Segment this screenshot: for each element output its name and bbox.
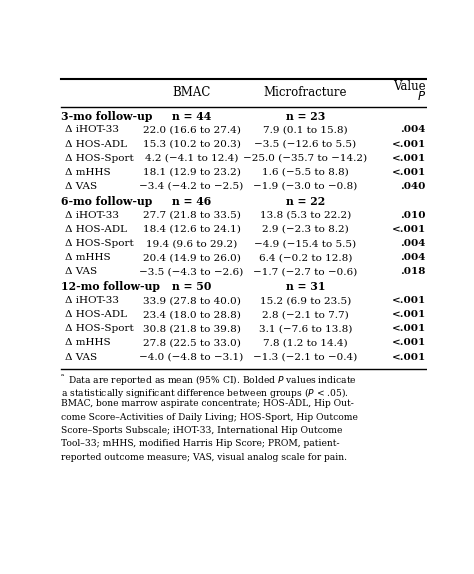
Text: −1.9 (−3.0 to −0.8): −1.9 (−3.0 to −0.8) bbox=[253, 182, 357, 191]
Text: −3.4 (−4.2 to −2.5): −3.4 (−4.2 to −2.5) bbox=[139, 182, 244, 191]
Text: Δ iHOT-33: Δ iHOT-33 bbox=[65, 211, 119, 220]
Text: 18.4 (12.6 to 24.1): 18.4 (12.6 to 24.1) bbox=[143, 225, 240, 234]
Text: 23.4 (18.0 to 28.8): 23.4 (18.0 to 28.8) bbox=[143, 310, 240, 319]
Text: Score–Sports Subscale; iHOT-33, International Hip Outcome: Score–Sports Subscale; iHOT-33, Internat… bbox=[61, 426, 342, 435]
Text: 2.8 (−2.1 to 7.7): 2.8 (−2.1 to 7.7) bbox=[262, 310, 349, 319]
Text: −4.9 (−15.4 to 5.5): −4.9 (−15.4 to 5.5) bbox=[255, 239, 356, 248]
Text: Data are reported as mean (95% CI). Bolded $P$ values indicate: Data are reported as mean (95% CI). Bold… bbox=[68, 373, 356, 387]
Text: Microfracture: Microfracture bbox=[264, 87, 347, 99]
Text: .004: .004 bbox=[401, 239, 426, 248]
Text: Δ HOS-ADL: Δ HOS-ADL bbox=[65, 310, 127, 319]
Text: <.001: <.001 bbox=[392, 225, 426, 234]
Text: <.001: <.001 bbox=[392, 154, 426, 163]
Text: ᵃ: ᵃ bbox=[61, 373, 64, 381]
Text: 15.2 (6.9 to 23.5): 15.2 (6.9 to 23.5) bbox=[260, 296, 351, 305]
Text: <.001: <.001 bbox=[392, 352, 426, 362]
Text: 7.9 (0.1 to 15.8): 7.9 (0.1 to 15.8) bbox=[263, 126, 348, 134]
Text: −25.0 (−35.7 to −14.2): −25.0 (−35.7 to −14.2) bbox=[243, 154, 367, 163]
Text: .004: .004 bbox=[401, 253, 426, 262]
Text: −1.7 (−2.7 to −0.6): −1.7 (−2.7 to −0.6) bbox=[253, 267, 357, 276]
Text: Tool–33; mHHS, modified Harris Hip Score; PROM, patient-: Tool–33; mHHS, modified Harris Hip Score… bbox=[61, 439, 340, 448]
Text: reported outcome measure; VAS, visual analog scale for pain.: reported outcome measure; VAS, visual an… bbox=[61, 452, 347, 461]
Text: 4.2 (−4.1 to 12.4): 4.2 (−4.1 to 12.4) bbox=[145, 154, 238, 163]
Text: Δ HOS-ADL: Δ HOS-ADL bbox=[65, 139, 127, 149]
Text: .010: .010 bbox=[401, 211, 426, 220]
Text: 15.3 (10.2 to 20.3): 15.3 (10.2 to 20.3) bbox=[143, 139, 240, 149]
Text: n = 50: n = 50 bbox=[172, 281, 211, 293]
Text: −4.0 (−4.8 to −3.1): −4.0 (−4.8 to −3.1) bbox=[139, 352, 244, 362]
Text: <.001: <.001 bbox=[392, 168, 426, 177]
Text: a statistically significant difference between groups ($P$ < .05).: a statistically significant difference b… bbox=[61, 386, 349, 400]
Text: <.001: <.001 bbox=[392, 324, 426, 333]
Text: 6.4 (−0.2 to 12.8): 6.4 (−0.2 to 12.8) bbox=[259, 253, 352, 262]
Text: 19.4 (9.6 to 29.2): 19.4 (9.6 to 29.2) bbox=[146, 239, 237, 248]
Text: 3.1 (−7.6 to 13.8): 3.1 (−7.6 to 13.8) bbox=[259, 324, 352, 333]
Text: 33.9 (27.8 to 40.0): 33.9 (27.8 to 40.0) bbox=[143, 296, 240, 305]
Text: Δ iHOT-33: Δ iHOT-33 bbox=[65, 126, 119, 134]
Text: Value: Value bbox=[393, 80, 426, 93]
Text: come Score–Activities of Daily Living; HOS-Sport, Hip Outcome: come Score–Activities of Daily Living; H… bbox=[61, 413, 358, 422]
Text: <.001: <.001 bbox=[392, 339, 426, 347]
Text: 3-mo follow-up: 3-mo follow-up bbox=[61, 111, 153, 122]
Text: 13.8 (5.3 to 22.2): 13.8 (5.3 to 22.2) bbox=[260, 211, 351, 220]
Text: .040: .040 bbox=[401, 182, 426, 191]
Text: Δ VAS: Δ VAS bbox=[65, 267, 97, 276]
Text: Δ HOS-Sport: Δ HOS-Sport bbox=[65, 324, 134, 333]
Text: Δ VAS: Δ VAS bbox=[65, 182, 97, 191]
Text: $P$: $P$ bbox=[417, 90, 426, 103]
Text: −3.5 (−4.3 to −2.6): −3.5 (−4.3 to −2.6) bbox=[139, 267, 244, 276]
Text: 22.0 (16.6 to 27.4): 22.0 (16.6 to 27.4) bbox=[143, 126, 240, 134]
Text: Δ HOS-Sport: Δ HOS-Sport bbox=[65, 239, 134, 248]
Text: 7.8 (1.2 to 14.4): 7.8 (1.2 to 14.4) bbox=[263, 339, 348, 347]
Text: 1.6 (−5.5 to 8.8): 1.6 (−5.5 to 8.8) bbox=[262, 168, 349, 177]
Text: Δ HOS-ADL: Δ HOS-ADL bbox=[65, 225, 127, 234]
Text: 20.4 (14.9 to 26.0): 20.4 (14.9 to 26.0) bbox=[143, 253, 240, 262]
Text: <.001: <.001 bbox=[392, 310, 426, 319]
Text: n = 31: n = 31 bbox=[286, 281, 325, 293]
Text: .018: .018 bbox=[401, 267, 426, 276]
Text: −1.3 (−2.1 to −0.4): −1.3 (−2.1 to −0.4) bbox=[253, 352, 357, 362]
Text: 12-mo follow-up: 12-mo follow-up bbox=[61, 281, 160, 293]
Text: 27.7 (21.8 to 33.5): 27.7 (21.8 to 33.5) bbox=[143, 211, 240, 220]
Text: n = 23: n = 23 bbox=[286, 111, 325, 122]
Text: Δ VAS: Δ VAS bbox=[65, 352, 97, 362]
Text: Δ iHOT-33: Δ iHOT-33 bbox=[65, 296, 119, 305]
Text: Δ HOS-Sport: Δ HOS-Sport bbox=[65, 154, 134, 163]
Text: n = 44: n = 44 bbox=[172, 111, 211, 122]
Text: −3.5 (−12.6 to 5.5): −3.5 (−12.6 to 5.5) bbox=[255, 139, 356, 149]
Text: BMAC: BMAC bbox=[173, 87, 210, 99]
Text: Δ mHHS: Δ mHHS bbox=[65, 253, 110, 262]
Text: <.001: <.001 bbox=[392, 296, 426, 305]
Text: <.001: <.001 bbox=[392, 139, 426, 149]
Text: Δ mHHS: Δ mHHS bbox=[65, 339, 110, 347]
Text: n = 46: n = 46 bbox=[172, 196, 211, 207]
Text: BMAC, bone marrow aspirate concentrate; HOS-ADL, Hip Out-: BMAC, bone marrow aspirate concentrate; … bbox=[61, 400, 354, 409]
Text: .004: .004 bbox=[401, 126, 426, 134]
Text: 18.1 (12.9 to 23.2): 18.1 (12.9 to 23.2) bbox=[143, 168, 240, 177]
Text: Δ mHHS: Δ mHHS bbox=[65, 168, 110, 177]
Text: 2.9 (−2.3 to 8.2): 2.9 (−2.3 to 8.2) bbox=[262, 225, 349, 234]
Text: n = 22: n = 22 bbox=[286, 196, 325, 207]
Text: 30.8 (21.8 to 39.8): 30.8 (21.8 to 39.8) bbox=[143, 324, 240, 333]
Text: 27.8 (22.5 to 33.0): 27.8 (22.5 to 33.0) bbox=[143, 339, 240, 347]
Text: 6-mo follow-up: 6-mo follow-up bbox=[61, 196, 152, 207]
